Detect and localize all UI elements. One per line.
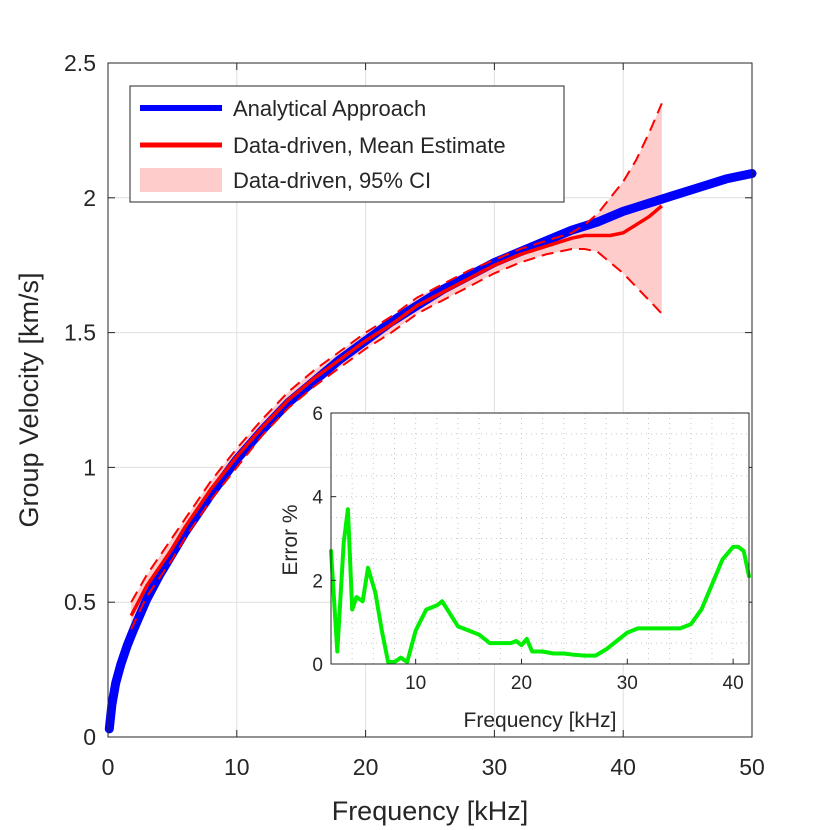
legend-swatch-ci [140,168,222,192]
main-y-tick-label: 0.5 [64,589,96,615]
main-x-tick-label: 20 [353,754,379,780]
inset-series [329,507,751,664]
inset-y-tick-label: 6 [312,404,323,425]
legend-label-mean: Data-driven, Mean Estimate [233,133,506,158]
inset-y-tick-label: 4 [312,488,323,509]
legend-label-analytical: Analytical Approach [233,96,426,121]
main-x-tick-label: 10 [224,754,250,780]
main-y-tick-label: 2 [83,185,96,211]
series-line-error [329,507,751,664]
legend-label-ci: Data-driven, 95% CI [233,168,431,193]
series-line-mean [129,204,663,617]
main-x-tick-label: 40 [610,754,636,780]
inset-y-axis-label: Error % [279,504,302,575]
inset-ticks: 10 20 30 40 0 2 4 6 [312,404,743,694]
main-x-tick-label: 0 [102,754,115,780]
inset-x-tick-label: 40 [723,673,744,694]
inset-plot-frame [330,412,750,665]
main-x-tick-label: 50 [739,754,765,780]
inset-x-axis-label: Frequency [kHz] [464,709,617,732]
inset-y-tick-label: 2 [312,571,323,592]
inset-x-tick-label: 10 [405,673,426,694]
inset-y-tick-label: 0 [312,655,323,676]
main-series [104,103,757,734]
legend: Analytical Approach Data-driven, Mean Es… [129,85,565,203]
main-y-axis-label: Group Velocity [km/s] [14,272,44,527]
inset-plot: 10 20 30 40 0 2 4 6 Frequency [kHz] Error % [279,404,751,732]
inset-x-tick-label: 30 [617,673,638,694]
main-y-tick-label: 1.5 [64,320,96,346]
inset-x-tick-label: 20 [511,673,532,694]
main-y-tick-label: 0 [83,724,96,750]
inset-plot-area [331,413,749,664]
main-x-axis-label: Frequency [kHz] [332,796,529,826]
main-y-tick-label: 1 [83,454,96,480]
main-y-tick-label: 2.5 [64,50,96,76]
ci-upper-bound [130,103,663,603]
ci-lower-bound [130,248,663,630]
main-plot-frame [107,62,753,738]
main-x-tick-label: 30 [482,754,508,780]
